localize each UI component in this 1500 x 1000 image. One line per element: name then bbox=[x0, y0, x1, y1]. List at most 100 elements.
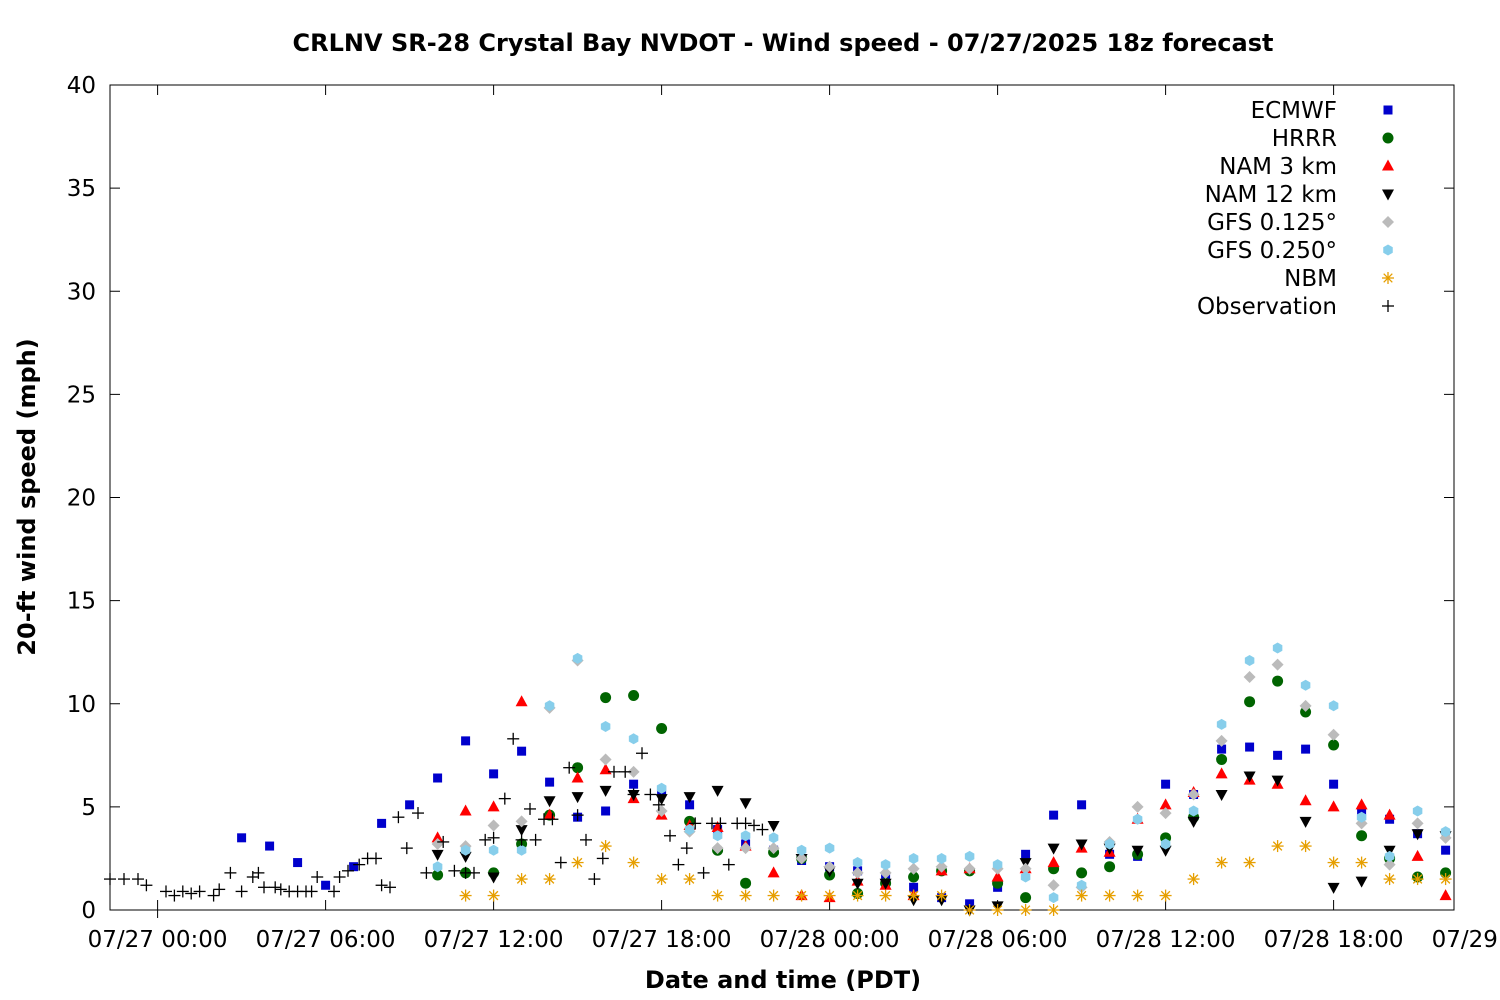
data-point bbox=[711, 842, 724, 855]
data-point bbox=[683, 792, 696, 804]
data-point bbox=[459, 851, 472, 863]
data-point bbox=[600, 720, 611, 732]
data-point bbox=[517, 746, 527, 756]
data-point bbox=[487, 831, 500, 844]
data-point bbox=[1271, 840, 1284, 853]
data-point bbox=[1019, 904, 1032, 916]
data-point bbox=[432, 869, 444, 881]
data-point bbox=[1299, 699, 1312, 712]
x-tick-label: 07/27 00:00 bbox=[88, 927, 228, 953]
data-point bbox=[909, 882, 919, 892]
data-point bbox=[963, 862, 976, 875]
data-point bbox=[740, 830, 751, 842]
data-point bbox=[544, 700, 555, 712]
data-point bbox=[193, 885, 206, 898]
data-point bbox=[1383, 873, 1396, 886]
chart-title: CRLNV SR-28 Crystal Bay NVDOT - Wind spe… bbox=[293, 29, 1274, 57]
data-point bbox=[1187, 816, 1200, 828]
data-point bbox=[908, 871, 920, 883]
data-point bbox=[768, 832, 779, 844]
data-point bbox=[433, 773, 443, 783]
legend-label: HRRR bbox=[1272, 126, 1337, 152]
data-point bbox=[1215, 734, 1228, 747]
data-point bbox=[636, 747, 648, 760]
data-point bbox=[879, 889, 892, 902]
data-point bbox=[599, 840, 612, 853]
data-point bbox=[104, 873, 116, 886]
data-point bbox=[655, 805, 668, 817]
data-point bbox=[405, 800, 415, 810]
data-point bbox=[1160, 838, 1171, 850]
data-point bbox=[515, 815, 528, 828]
data-point bbox=[796, 844, 807, 856]
data-point bbox=[936, 852, 947, 864]
data-point bbox=[507, 732, 520, 745]
data-point bbox=[1131, 845, 1144, 857]
data-point bbox=[489, 769, 499, 779]
legend-label: GFS 0.250° bbox=[1207, 238, 1337, 264]
data-point bbox=[935, 889, 948, 902]
data-point bbox=[1159, 845, 1172, 857]
data-point bbox=[1187, 873, 1200, 886]
data-point bbox=[1215, 767, 1228, 779]
data-point bbox=[795, 852, 808, 865]
data-point bbox=[1411, 873, 1424, 886]
data-point bbox=[412, 807, 424, 820]
data-point bbox=[487, 800, 500, 812]
data-point bbox=[432, 861, 443, 873]
data-point bbox=[1383, 808, 1396, 820]
data-point bbox=[711, 785, 724, 797]
data-point bbox=[311, 871, 324, 883]
legend-label: Observation bbox=[1197, 294, 1337, 320]
data-point bbox=[1047, 879, 1060, 892]
data-point bbox=[739, 817, 752, 830]
data-point bbox=[431, 849, 444, 861]
data-point bbox=[459, 889, 472, 902]
legend-marker bbox=[1382, 300, 1394, 312]
data-point bbox=[879, 866, 892, 879]
data-point bbox=[461, 736, 471, 746]
data-point bbox=[1273, 750, 1283, 760]
data-point bbox=[524, 802, 536, 815]
data-point bbox=[252, 866, 265, 879]
data-point bbox=[644, 788, 657, 801]
data-point bbox=[1272, 675, 1284, 687]
data-point bbox=[468, 866, 480, 879]
data-point bbox=[1301, 744, 1311, 754]
data-point bbox=[1077, 800, 1087, 810]
data-point bbox=[571, 809, 584, 822]
data-point bbox=[685, 800, 695, 810]
x-tick-label: 07/28 12:00 bbox=[1096, 927, 1236, 953]
data-point bbox=[224, 866, 237, 879]
series-observation bbox=[104, 732, 769, 902]
data-point bbox=[655, 873, 668, 886]
data-point bbox=[487, 889, 500, 902]
data-point bbox=[1215, 790, 1228, 801]
data-point bbox=[1299, 816, 1312, 828]
data-point bbox=[599, 753, 612, 766]
data-point bbox=[851, 878, 864, 890]
data-point bbox=[420, 866, 433, 879]
data-point bbox=[767, 889, 780, 902]
data-point bbox=[1272, 642, 1283, 654]
data-point bbox=[1020, 892, 1032, 904]
data-point bbox=[1187, 788, 1200, 801]
y-tick-label: 15 bbox=[67, 589, 96, 615]
data-points bbox=[104, 642, 1452, 917]
data-point bbox=[400, 842, 413, 855]
y-tick-label: 10 bbox=[67, 692, 96, 718]
data-point bbox=[545, 777, 555, 787]
data-point bbox=[448, 864, 461, 877]
y-tick-label: 0 bbox=[81, 898, 96, 924]
data-point bbox=[1355, 876, 1368, 888]
data-point bbox=[460, 844, 471, 856]
x-tick-label: 07/29 00:00 bbox=[1432, 927, 1500, 953]
data-point bbox=[1075, 889, 1088, 902]
data-point bbox=[907, 862, 920, 875]
data-point bbox=[795, 889, 808, 902]
data-point bbox=[588, 873, 601, 886]
data-point bbox=[1440, 826, 1451, 838]
data-point bbox=[1411, 817, 1424, 830]
legend-marker bbox=[1382, 132, 1394, 144]
